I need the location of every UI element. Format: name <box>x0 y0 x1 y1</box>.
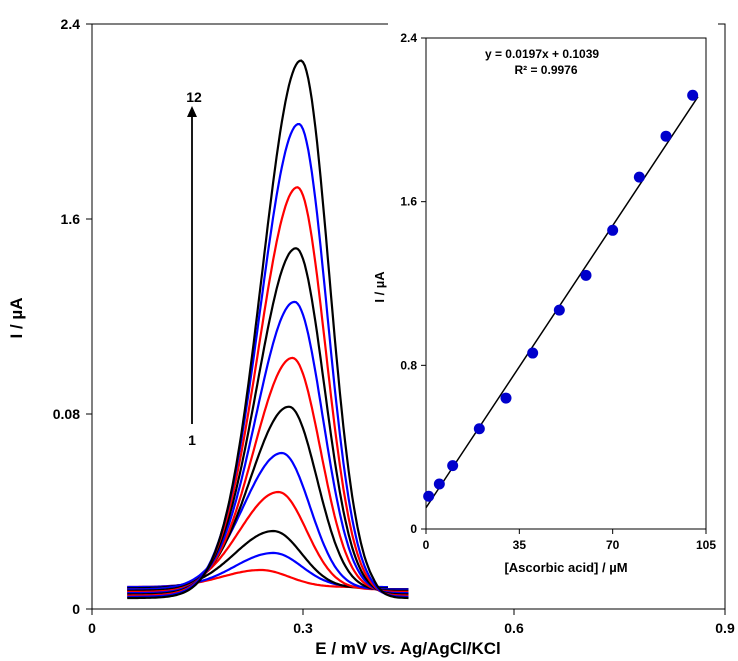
inset-y-tick-label: 2.4 <box>400 31 417 45</box>
main-x-axis-label: E / mV vs. Ag/AgCl/KCl <box>315 639 500 658</box>
inset-y-tick-label: 0 <box>410 522 417 536</box>
inset-plot-frame <box>425 37 707 530</box>
inset-x-tick-label: 35 <box>513 538 527 552</box>
calibration-point <box>500 392 512 404</box>
calibration-point <box>433 478 445 490</box>
main-curves <box>127 59 409 600</box>
voltammogram-12 <box>127 59 409 600</box>
calibration-point <box>633 171 645 183</box>
inset-x-tick-label: 105 <box>696 538 716 552</box>
inset-x-ticks: 0 35 70 105 <box>423 529 716 552</box>
main-y-tick-label: 2.4 <box>61 16 81 32</box>
calibration-point <box>580 269 592 281</box>
main-x-tick-label: 0 <box>88 620 96 636</box>
voltammogram-6 <box>127 405 409 592</box>
calibration-point <box>423 490 435 502</box>
main-x-tick-label: 0.6 <box>504 620 524 636</box>
inset-x-axis-label: [Ascorbic acid] / µM <box>504 560 627 575</box>
inset-y-ticks: 0 0.8 1.6 2.4 <box>400 31 426 536</box>
inset-y-axis-label: I / µA <box>372 271 387 303</box>
main-y-tick-label: 0 <box>72 601 80 617</box>
inset-y-tick-label: 0.8 <box>400 358 417 372</box>
calibration-point <box>687 89 699 101</box>
calibration-point <box>607 224 619 236</box>
calibration-point <box>553 304 565 316</box>
main-y-tick-label: 0.08 <box>53 406 80 422</box>
inset-x-tick-label: 70 <box>606 538 620 552</box>
arrow-start-label: 1 <box>188 432 196 448</box>
main-y-tick-label: 1.6 <box>61 211 81 227</box>
main-x-tick-label: 0.3 <box>293 620 313 636</box>
voltammogram-5 <box>127 451 409 591</box>
calibration-point <box>447 460 459 472</box>
increase-arrow-head <box>187 106 197 117</box>
inset-points <box>423 89 699 502</box>
voltammogram-11 <box>127 122 409 598</box>
calibration-point <box>473 423 485 435</box>
inset-y-tick-label: 1.6 <box>400 195 417 209</box>
voltammogram-10 <box>127 186 409 597</box>
main-y-axis-label: I / µA <box>7 298 26 339</box>
calibration-point <box>660 130 672 142</box>
calibration-point <box>527 347 539 359</box>
inset-x-tick-label: 0 <box>423 538 430 552</box>
fit-equation: y = 0.0197x + 0.1039 <box>485 47 599 61</box>
fit-r-squared: R² = 0.9976 <box>514 63 577 77</box>
main-x-ticks: 0 0.3 0.6 0.9 <box>88 609 735 636</box>
inset-chart: 0 35 70 105 0 0.8 1.6 2.4 y = 0.0197x + 0.1039… <box>372 22 718 588</box>
arrow-end-label: 12 <box>186 89 202 105</box>
main-y-ticks: 0 0.08 1.6 2.4 <box>53 16 92 617</box>
main-x-tick-label: 0.9 <box>715 620 735 636</box>
fit-line <box>425 96 699 509</box>
